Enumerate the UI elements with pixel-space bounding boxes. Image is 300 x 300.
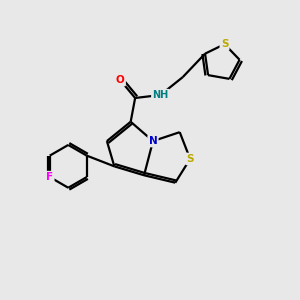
Text: O: O (116, 75, 125, 85)
Text: S: S (186, 154, 194, 164)
Text: NH: NH (152, 90, 169, 100)
Text: N: N (148, 136, 157, 146)
Text: F: F (46, 172, 53, 182)
Text: S: S (221, 39, 228, 49)
